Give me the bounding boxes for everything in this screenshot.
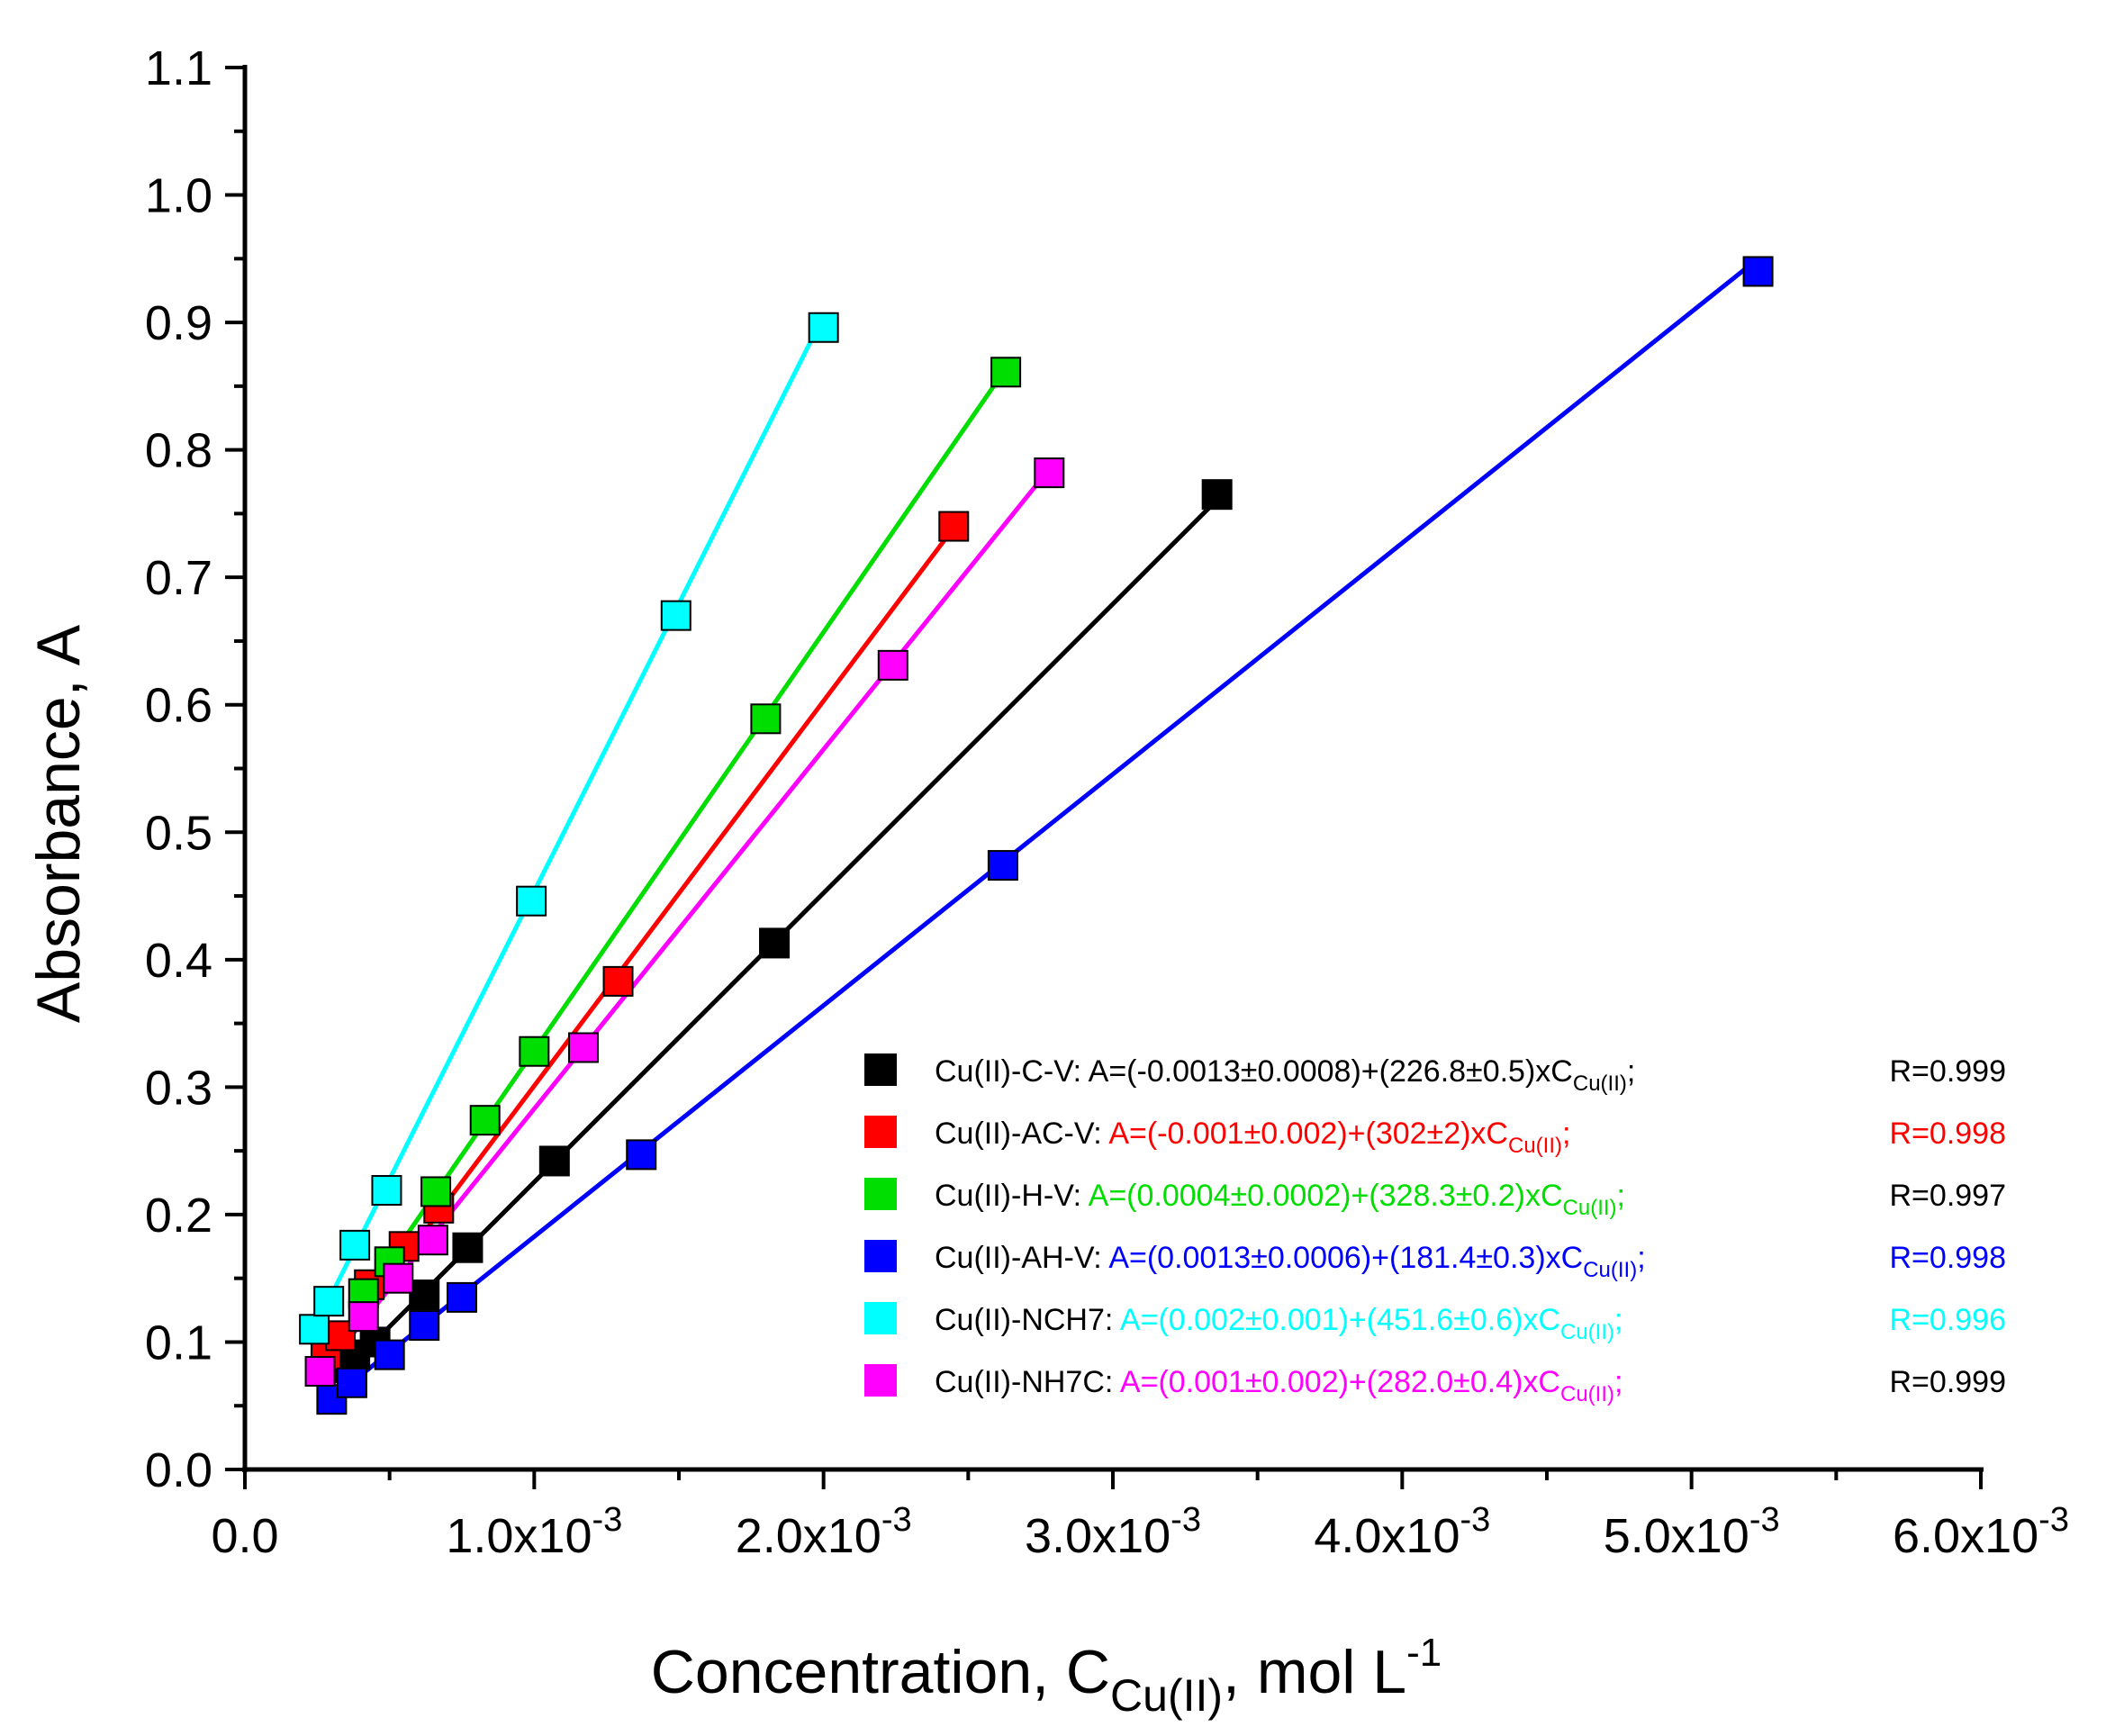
y-axis-ticks: 0.0 0.1 0.2 0.3 0.4 0.5 0.6 0.7 0.8 0.9 1.0 1.1 (145, 41, 245, 1497)
data-point (336, 1367, 367, 1398)
data-point (987, 850, 1018, 882)
data-point (877, 649, 908, 681)
x-tick-label: 1.0x10-3 (446, 1501, 622, 1563)
data-point (519, 1035, 550, 1067)
y-tick-label: 0.2 (145, 1189, 212, 1243)
legend-marker (864, 1364, 897, 1397)
data-point (409, 1279, 440, 1311)
y-tick-label: 1.0 (145, 169, 212, 223)
x-tick-label: 3.0x10-3 (1025, 1501, 1201, 1563)
y-tick-label: 0.0 (145, 1443, 212, 1497)
data-point (417, 1225, 448, 1256)
series-points (299, 256, 1774, 1415)
data-point (371, 1175, 402, 1207)
x-tick-label: 2.0x10-3 (736, 1501, 912, 1563)
data-point (808, 312, 839, 343)
x-axis-title: Concentration, CCu(II), mol L-1 (651, 1631, 1442, 1721)
legend-r-value: R=0.998 (1890, 1117, 2007, 1151)
x-tick-label: 5.0x10-3 (1604, 1501, 1780, 1563)
legend-entry: Cu(II)-NCH7: A=(0.002±0.001)+(451.6±0.6)… (935, 1303, 1622, 1344)
y-tick-label: 0.7 (145, 551, 212, 605)
legend-r-value: R=0.999 (1890, 1054, 2007, 1089)
fit-line-1 (323, 526, 956, 1365)
legend-marker (864, 1240, 897, 1272)
legend-r-value: R=0.998 (1890, 1241, 2007, 1275)
fit-line-4 (312, 314, 826, 1330)
legend-marker (864, 1053, 897, 1086)
y-tick-label: 0.3 (145, 1061, 212, 1115)
data-point (1201, 479, 1233, 511)
data-point (567, 1032, 599, 1063)
x-tick-label: 0.0 (211, 1509, 278, 1563)
y-tick-label: 0.1 (145, 1316, 212, 1370)
data-point (383, 1262, 414, 1294)
y-axis-title: Absorbance, A (24, 624, 93, 1023)
data-point (990, 357, 1022, 388)
x-tick-label: 6.0x10-3 (1893, 1501, 2069, 1563)
y-tick-label: 0.8 (145, 424, 212, 478)
data-point (538, 1145, 570, 1177)
fit-line-2 (361, 366, 1008, 1299)
data-point (759, 927, 791, 959)
data-point (420, 1176, 452, 1207)
data-point (938, 511, 970, 542)
y-tick-label: 0.5 (145, 806, 212, 860)
data-point (626, 1139, 657, 1171)
legend-entry: Cu(II)-H-V: A=(0.0004±0.0002)+(328.3±0.2… (935, 1179, 1625, 1220)
legend-r-value: R=0.999 (1890, 1365, 2007, 1399)
data-point (1034, 457, 1065, 489)
legend-marker (864, 1116, 897, 1148)
data-point (602, 965, 634, 997)
data-point (660, 600, 691, 631)
x-axis-ticks: 0.0 1.0x10-3 2.0x10-3 3.0x10-3 4.0x10-3 5.0x1… (211, 1469, 2069, 1563)
data-point (339, 1229, 371, 1261)
y-tick-label: 0.4 (145, 934, 212, 988)
legend: Cu(II)-C-V: A=(-0.0013±0.0008)+(226.8±0.… (864, 1053, 2006, 1406)
data-point (750, 703, 782, 735)
y-tick-label: 1.1 (145, 41, 212, 95)
legend-entry: Cu(II)-AH-V: A=(0.0013±0.0006)+(181.4±0.… (935, 1241, 1646, 1282)
legend-marker (864, 1178, 897, 1210)
legend-r-value: R=0.996 (1890, 1303, 2007, 1337)
legend-entry: Cu(II)-NH7C: A=(0.001±0.002)+(282.0±0.4)… (935, 1365, 1622, 1406)
fit-line-3 (330, 257, 1760, 1401)
legend-entry: Cu(II)-C-V: A=(-0.0013±0.0008)+(226.8±0.… (935, 1054, 1635, 1096)
fit-line-5 (318, 467, 1052, 1377)
data-point (299, 1314, 330, 1345)
x-tick-label: 4.0x10-3 (1314, 1501, 1490, 1563)
data-point (374, 1339, 405, 1370)
data-point (313, 1286, 345, 1317)
y-tick-label: 0.6 (145, 679, 212, 733)
data-point (469, 1105, 501, 1136)
data-point (348, 1301, 379, 1333)
data-point (304, 1356, 336, 1388)
legend-entry: Cu(II)-AC-V: A=(-0.001±0.002)+(302±2)xCC… (935, 1117, 1570, 1158)
data-point (409, 1310, 440, 1342)
legend-marker (864, 1302, 897, 1334)
data-point (516, 885, 547, 917)
y-tick-label: 0.9 (145, 296, 212, 350)
data-point (447, 1281, 477, 1313)
data-point (1742, 256, 1774, 287)
legend-r-value: R=0.997 (1890, 1179, 2007, 1213)
data-point (452, 1232, 484, 1263)
